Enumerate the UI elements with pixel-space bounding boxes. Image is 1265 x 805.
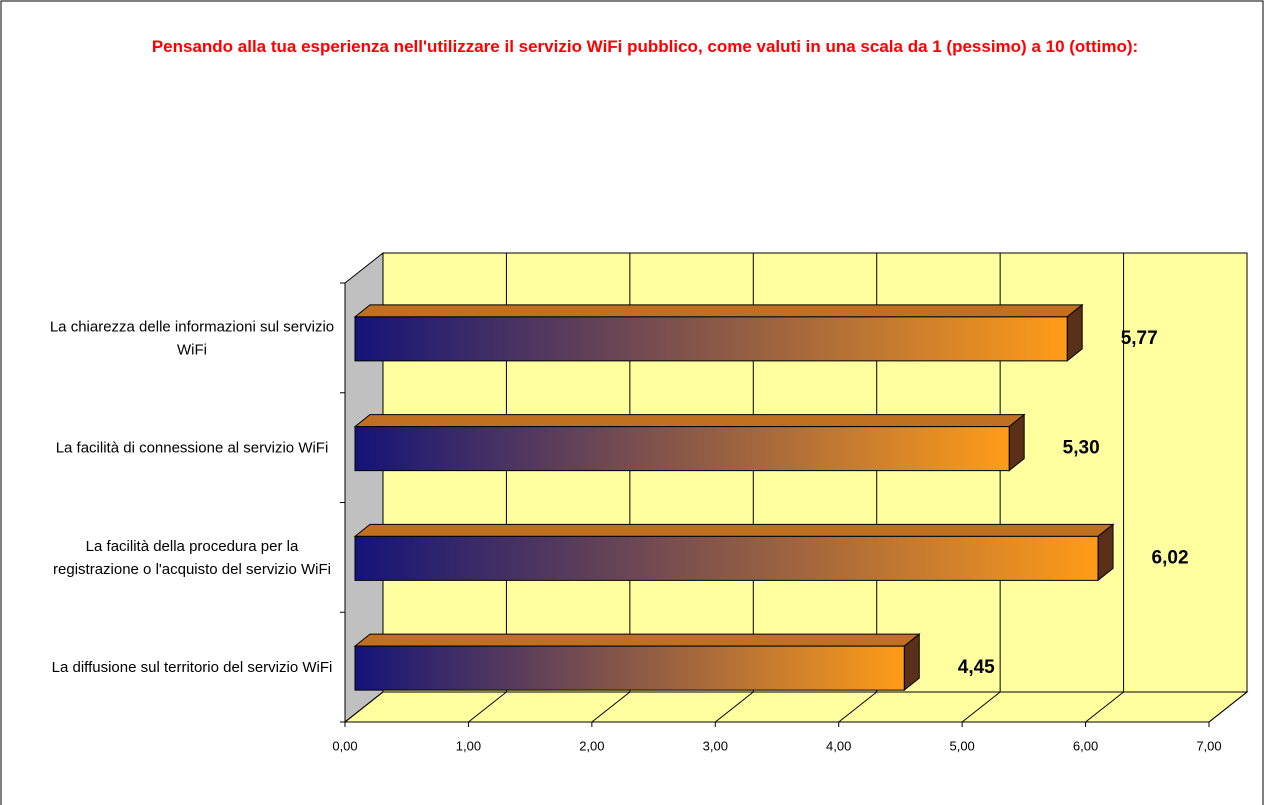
value-label: 5,77 bbox=[1121, 328, 1158, 349]
x-tick-label: 1,00 bbox=[456, 738, 481, 753]
bar bbox=[354, 316, 1068, 362]
floor-grid-line bbox=[714, 691, 754, 723]
bar bbox=[354, 535, 1099, 581]
chart-title: Pensando alla tua esperienza nell'utiliz… bbox=[152, 37, 1138, 56]
x-tick-label: 7,00 bbox=[1196, 738, 1221, 753]
floor-grid-line bbox=[838, 691, 878, 723]
floor-grid-line bbox=[1085, 691, 1124, 723]
bar bbox=[354, 426, 1010, 472]
x-tick-label: 4,00 bbox=[826, 738, 851, 753]
bar-top bbox=[353, 523, 1115, 537]
floor-grid-line bbox=[591, 691, 631, 723]
bar-top bbox=[353, 633, 921, 647]
value-label: 4,45 bbox=[958, 657, 995, 678]
floor-grid-line bbox=[344, 691, 384, 723]
floor-grid-line bbox=[1208, 691, 1248, 723]
y-tick-label: La facilità di connessione al servizio W… bbox=[56, 440, 329, 457]
bar-top bbox=[353, 304, 1084, 318]
value-label: 6,02 bbox=[1152, 547, 1189, 568]
bar bbox=[354, 645, 905, 691]
value-label: 5,30 bbox=[1063, 438, 1100, 459]
x-tick-label: 2,00 bbox=[579, 738, 604, 753]
x-tick-label: 5,00 bbox=[949, 738, 974, 753]
y-tick-label: La diffusione sul territorio del servizi… bbox=[52, 659, 333, 676]
x-tick-label: 6,00 bbox=[1073, 738, 1098, 753]
y-tick-label: La facilità della procedura per la regist… bbox=[53, 538, 331, 578]
x-tick-label: 3,00 bbox=[703, 738, 728, 753]
floor bbox=[343, 691, 1249, 723]
floor-grid-line bbox=[961, 691, 1001, 723]
floor-grid-line bbox=[468, 691, 507, 723]
x-tick-label: 0,00 bbox=[332, 738, 357, 753]
y-tick-label: La chiarezza delle informazioni sul serv… bbox=[50, 318, 334, 358]
bar-top bbox=[353, 414, 1026, 428]
